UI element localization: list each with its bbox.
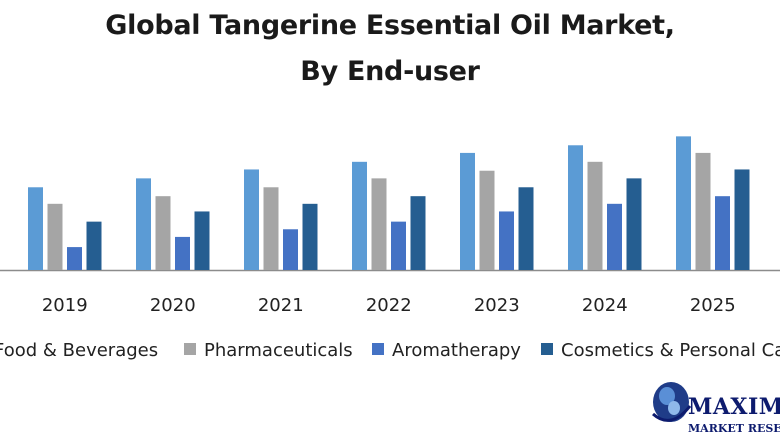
legend-item-pharmaceuticals: Pharmaceuticals <box>184 340 353 361</box>
bar-2021-food-beverages <box>244 169 259 270</box>
x-tick-label: 2024 <box>582 295 628 316</box>
maximize-market-research-logo: MAXIMIZE MARKET RESEARCH <box>644 372 780 440</box>
legend-label: Pharmaceuticals <box>204 340 353 361</box>
bar-2019-food-beverages <box>28 187 43 270</box>
bar-2020-cosmetics-personal-care <box>194 211 210 270</box>
bar-2021-pharmaceuticals <box>263 187 279 270</box>
bar-2024-cosmetics-personal-care <box>626 178 642 270</box>
bar-2024-aromatherapy <box>607 203 622 270</box>
bar-2022-food-beverages <box>352 161 367 270</box>
bar-2024-food-beverages <box>568 145 583 270</box>
bar-2019-aromatherapy <box>67 247 82 270</box>
legend-item-cosmetics-personal-care: Cosmetics & Personal Care <box>541 340 780 361</box>
bar-2025-food-beverages <box>676 136 691 270</box>
bar-2021-aromatherapy <box>283 229 298 270</box>
logo-subtext: MARKET RESEARCH <box>688 422 780 435</box>
legend-item-food-beverages: Food & Beverages <box>0 340 158 361</box>
bar-2022-cosmetics-personal-care <box>410 196 426 270</box>
bar-2020-food-beverages <box>136 178 151 270</box>
bar-2025-pharmaceuticals <box>695 152 711 270</box>
logo-name: MAXIMIZE <box>688 394 780 420</box>
bar-2020-pharmaceuticals <box>155 196 171 270</box>
x-tick-label: 2019 <box>42 295 88 316</box>
bar-2019-pharmaceuticals <box>47 203 63 270</box>
bar-2021-cosmetics-personal-care <box>302 203 318 270</box>
bar-2025-cosmetics-personal-care <box>734 169 750 270</box>
chart-legend: Food & Beverages Pharmaceuticals Aromath… <box>0 340 780 370</box>
legend-swatch <box>184 343 196 355</box>
chart-title-line-2: By End-user <box>300 56 480 87</box>
x-tick-label: 2022 <box>366 295 412 316</box>
legend-label: Cosmetics & Personal Care <box>561 340 780 361</box>
bar-2023-aromatherapy <box>499 211 514 270</box>
legend-item-aromatherapy: Aromatherapy <box>372 340 521 361</box>
x-tick-label: 2020 <box>150 295 196 316</box>
bar-2023-food-beverages <box>460 152 475 270</box>
bar-2019-cosmetics-personal-care <box>86 221 102 270</box>
x-tick-label: 2021 <box>258 295 304 316</box>
globe-icon <box>652 382 692 422</box>
bar-2022-pharmaceuticals <box>371 178 387 270</box>
bar-chart: 2019 2020 2021 2022 2023 2024 2025 <box>0 136 780 316</box>
chart-title-line-1: Global Tangerine Essential Oil Market, <box>105 10 675 41</box>
legend-swatch <box>541 343 553 355</box>
legend-label: Aromatherapy <box>392 340 521 361</box>
bar-2023-cosmetics-personal-care <box>518 187 534 270</box>
bar-2023-pharmaceuticals <box>479 170 495 270</box>
x-tick-label: 2025 <box>690 295 736 316</box>
legend-label: Food & Beverages <box>0 340 159 361</box>
x-tick-label: 2023 <box>474 295 520 316</box>
bar-2022-aromatherapy <box>391 221 406 270</box>
bar-2024-pharmaceuticals <box>587 161 603 270</box>
bar-2020-aromatherapy <box>175 236 190 270</box>
bar-2025-aromatherapy <box>715 196 730 270</box>
legend-swatch <box>372 343 384 355</box>
